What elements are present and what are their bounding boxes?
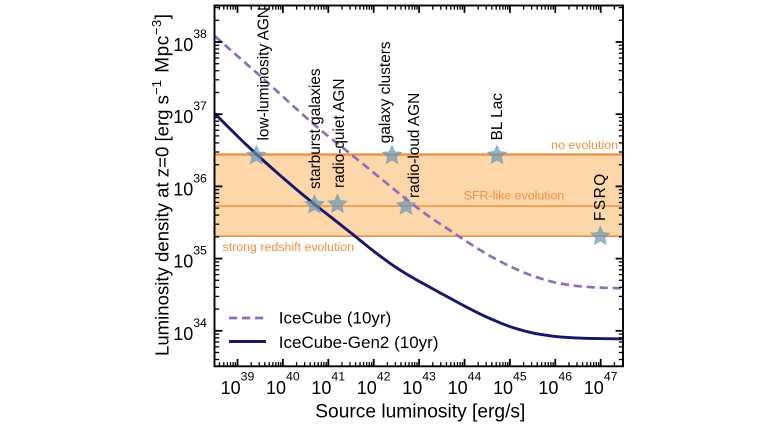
svg-text:starburst galaxies: starburst galaxies: [307, 68, 324, 189]
svg-text:IceCube-Gen2 (10yr): IceCube-Gen2 (10yr): [279, 333, 439, 352]
svg-text:no evolution: no evolution: [551, 138, 618, 152]
svg-text:BL Lac: BL Lac: [489, 93, 506, 141]
svg-text:radio-loud AGN: radio-loud AGN: [406, 93, 423, 198]
svg-text:galaxy clusters: galaxy clusters: [377, 41, 394, 143]
svg-text:low-luminosity AGN: low-luminosity AGN: [255, 7, 272, 140]
svg-text:strong redshift evolution: strong redshift evolution: [223, 240, 355, 254]
svg-text:Source luminosity [erg/s]: Source luminosity [erg/s]: [315, 402, 525, 423]
svg-text:IceCube (10yr): IceCube (10yr): [279, 309, 391, 328]
svg-text:Luminosity density at z=0 [erg: Luminosity density at z=0 [erg s−1: [149, 80, 173, 356]
svg-text:radio-quiet AGN: radio-quiet AGN: [331, 79, 348, 189]
svg-text:SFR-like evolution: SFR-like evolution: [464, 188, 565, 202]
svg-text:FSRQ: FSRQ: [592, 172, 609, 221]
